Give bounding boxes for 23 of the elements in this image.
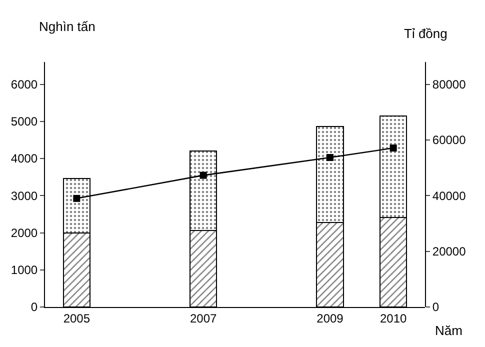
- x-axis-title: Năm: [435, 323, 462, 338]
- y2-axis-title: Tỉ đồng: [404, 26, 448, 41]
- point: [326, 154, 334, 161]
- y-tick-label: 2000: [10, 226, 38, 240]
- y-tick-label: 5000: [10, 114, 38, 129]
- y2-tick-label: 40000: [432, 188, 466, 203]
- y2-tick-label: 60000: [432, 133, 466, 148]
- y-tick-label: 0: [30, 300, 38, 314]
- y-tick-label: 4000: [10, 152, 38, 166]
- y2-tick-label: 20000: [432, 244, 466, 259]
- y-tick-label: 6000: [10, 77, 38, 92]
- x-tick-label: 2010: [380, 311, 407, 326]
- x-tick-label: 2009: [316, 311, 344, 326]
- point: [390, 144, 397, 152]
- y-axis-title: Nghìn tấn: [39, 19, 96, 34]
- y-tick-label: 1000: [10, 263, 38, 278]
- x-tick-label: 2007: [190, 311, 217, 326]
- y-tick-label: 3000: [10, 188, 38, 203]
- y2-tick-label: 0: [432, 300, 440, 314]
- x-tick-label: 2005: [63, 311, 90, 326]
- y2-tick-label: 80000: [432, 77, 466, 92]
- point: [73, 194, 80, 202]
- point: [200, 172, 207, 179]
